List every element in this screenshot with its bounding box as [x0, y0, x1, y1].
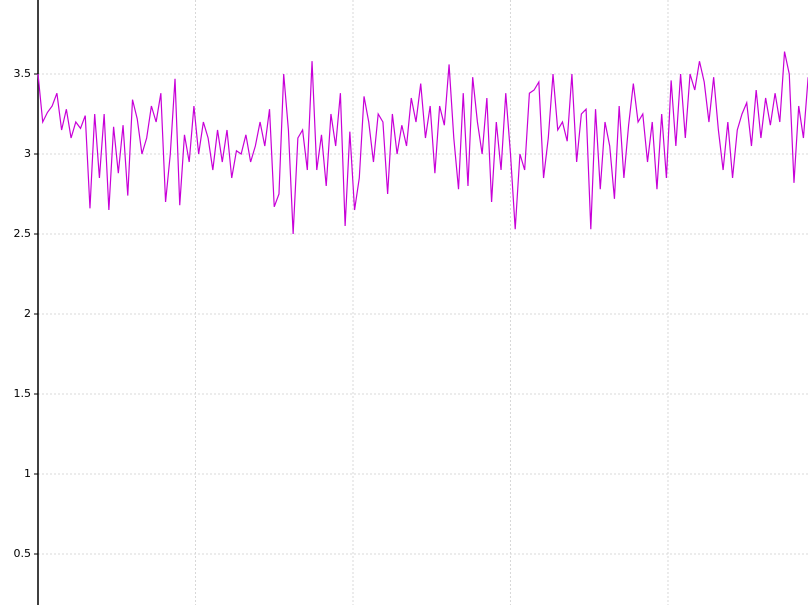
- y-tick-label: 2.5: [14, 227, 32, 240]
- data-line: [37, 51, 808, 235]
- y-tick-label: 0.5: [14, 547, 32, 560]
- y-tick-label: 2: [24, 307, 31, 320]
- y-tick-label: 3.5: [14, 67, 32, 80]
- y-tick-label: 3: [24, 147, 31, 160]
- y-tick-label: 1.5: [14, 387, 32, 400]
- y-tick-label: 1: [24, 467, 31, 480]
